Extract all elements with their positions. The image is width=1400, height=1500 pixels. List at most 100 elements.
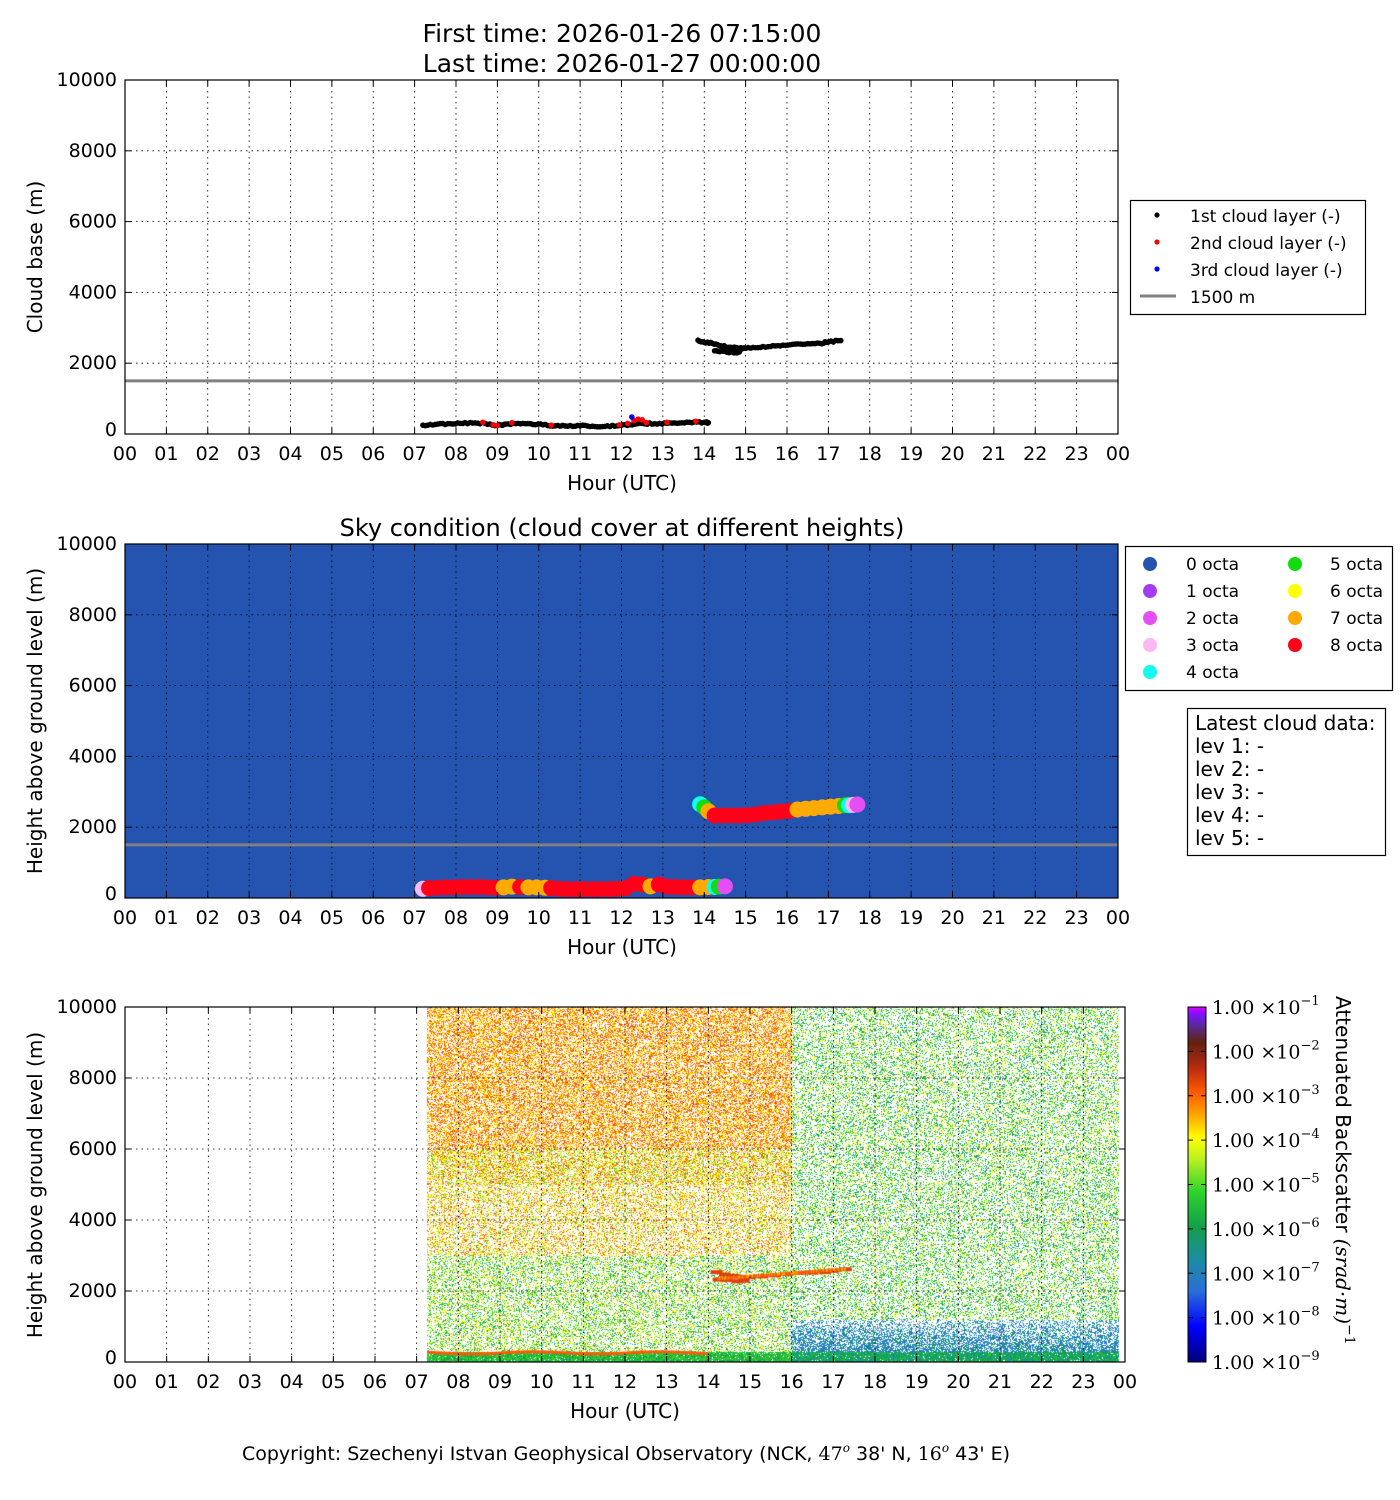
colorbar-tick-label: 1.00 ×10−1 <box>1212 994 1320 1019</box>
x-tick-label: 09 <box>485 907 509 929</box>
x-tick-label: 08 <box>444 443 468 465</box>
x-tick-label: 20 <box>940 907 964 929</box>
x-tick-label: 08 <box>444 907 468 929</box>
legend-label-layer3: 3rd cloud layer (-) <box>1190 261 1343 281</box>
data-point <box>575 423 581 429</box>
legend-marker-octa-6 <box>1288 584 1302 598</box>
y-tick-label: 8000 <box>69 1067 117 1089</box>
y-tick-label: 2000 <box>69 816 117 838</box>
legend-marker-layer3 <box>1154 266 1159 271</box>
data-point <box>548 422 554 428</box>
legend-label-octa-0: 0 octa <box>1186 555 1239 575</box>
data-point <box>765 344 771 350</box>
x-tick-label: 00 <box>113 1371 137 1393</box>
x-tick-label: 12 <box>613 1371 637 1393</box>
y-tick-label: 0 <box>105 419 117 441</box>
y-axis-label-1: Cloud base (m) <box>23 181 47 334</box>
x-tick-label: 03 <box>238 1371 262 1393</box>
y-tick-label: 6000 <box>69 211 117 233</box>
x-tick-label: 07 <box>403 907 427 929</box>
x-tick-label: 22 <box>1030 1371 1054 1393</box>
series-layer3 <box>629 414 635 420</box>
data-point <box>705 420 711 426</box>
x-tick-label: 09 <box>488 1371 512 1393</box>
colorbar-tick-label: 1.00 ×10−3 <box>1212 1083 1320 1108</box>
x-tick-label: 02 <box>196 1371 220 1393</box>
octa-point <box>849 797 865 813</box>
x-tick-label: 02 <box>196 907 220 929</box>
x-tick-label: 20 <box>940 443 964 465</box>
x-tick-label: 18 <box>858 443 882 465</box>
x-tick-label: 10 <box>530 1371 554 1393</box>
data-point <box>617 422 623 428</box>
colorbar: 1.00 ×10−9 1.00 ×10−8 1.00 ×10−7 1.00 ×10−6… <box>1188 994 1320 1374</box>
x-tick-label: 14 <box>696 1371 720 1393</box>
legend-marker-layer1 <box>1154 212 1159 217</box>
x-tick-label: 17 <box>816 907 840 929</box>
data-point <box>629 414 635 420</box>
data-point <box>587 424 593 430</box>
x-tick-label: 00 <box>113 443 137 465</box>
legend-label-layer1: 1st cloud layer (-) <box>1190 207 1341 227</box>
y-axis-label-2: Height above ground level (m) <box>23 568 47 874</box>
latest-lev2: lev 2: - <box>1195 757 1264 781</box>
y-tick-label: 8000 <box>69 140 117 162</box>
x-tick-label: 05 <box>320 907 344 929</box>
colorbar-tick-label: 1.00 ×10−9 <box>1212 1349 1320 1374</box>
data-point <box>790 342 796 348</box>
x-tick-label: 16 <box>780 1371 804 1393</box>
x-tick-label: 05 <box>321 1371 345 1393</box>
colorbar-tick-label: 1.00 ×10−2 <box>1212 1038 1320 1063</box>
x-tick-label: 10 <box>527 443 551 465</box>
data-point <box>644 420 650 426</box>
legend-marker-octa-4 <box>1143 665 1157 679</box>
x-tick-label: 09 <box>485 443 509 465</box>
x-tick-label: 04 <box>278 443 302 465</box>
x-tick-label: 05 <box>320 443 344 465</box>
x-tick-label: 17 <box>821 1371 845 1393</box>
x-tick-label: 19 <box>899 907 923 929</box>
x-tick-label: 23 <box>1071 1371 1095 1393</box>
x-tick-label: 21 <box>988 1371 1012 1393</box>
y-tick-label: 10000 <box>57 69 117 91</box>
x-tick-label: 19 <box>905 1371 929 1393</box>
x-tick-label: 08 <box>446 1371 470 1393</box>
figure: First time: 2026-01-26 07:15:00 Last tim… <box>0 0 1400 1500</box>
y-tick-label: 6000 <box>69 1138 117 1160</box>
x-tick-label: 19 <box>899 443 923 465</box>
x-tick-label: 03 <box>237 907 261 929</box>
x-tick-label: 04 <box>278 907 302 929</box>
x-tick-label: 03 <box>237 443 261 465</box>
x-tick-label: 06 <box>363 1371 387 1393</box>
cloud-layer-legend: 1st cloud layer (-) 2nd cloud layer (-) … <box>1131 201 1366 315</box>
octa-point <box>717 878 733 894</box>
y-tick-label: 2000 <box>69 1280 117 1302</box>
colorbar-tick-label: 1.00 ×10−8 <box>1212 1305 1320 1330</box>
x-tick-label: 01 <box>154 907 178 929</box>
y-axis-label-3: Height above ground level (m) <box>23 1032 47 1338</box>
sky-condition-title: Sky condition (cloud cover at different … <box>340 514 905 542</box>
data-point <box>600 424 606 430</box>
x-tick-label: 11 <box>571 1371 595 1393</box>
y-tick-label: 0 <box>105 883 117 905</box>
legend-label-octa-4: 4 octa <box>1186 663 1239 683</box>
data-point <box>778 343 784 349</box>
y-tick-label: 10000 <box>57 533 117 555</box>
octa-legend: 0 octa 1 octa 2 octa 3 octa 4 octa 5 octa 6 oc… <box>1126 547 1393 691</box>
x-tick-label: 13 <box>651 443 675 465</box>
latest-cloud-title: Latest cloud data: <box>1195 711 1375 735</box>
last-time-title: Last time: 2026-01-27 00:00:00 <box>423 49 821 78</box>
legend-label-octa-1: 1 octa <box>1186 582 1239 602</box>
latest-cloud-data-box: Latest cloud data: lev 1: - lev 2: - lev… <box>1188 709 1386 856</box>
x-axis-label-1: Hour (UTC) <box>567 471 677 495</box>
x-tick-label: 12 <box>609 443 633 465</box>
x-tick-label: 01 <box>154 443 178 465</box>
data-point <box>525 421 531 427</box>
y-tick-label: 4000 <box>69 1209 117 1231</box>
copyright-footer: Copyright: Szechenyi Istvan Geophysical … <box>242 1441 1010 1465</box>
x-tick-label: 22 <box>1023 443 1047 465</box>
x-axis-label-3: Hour (UTC) <box>570 1399 680 1423</box>
x-tick-label: 21 <box>982 443 1006 465</box>
data-point <box>664 420 670 426</box>
x-tick-label: 13 <box>655 1371 679 1393</box>
